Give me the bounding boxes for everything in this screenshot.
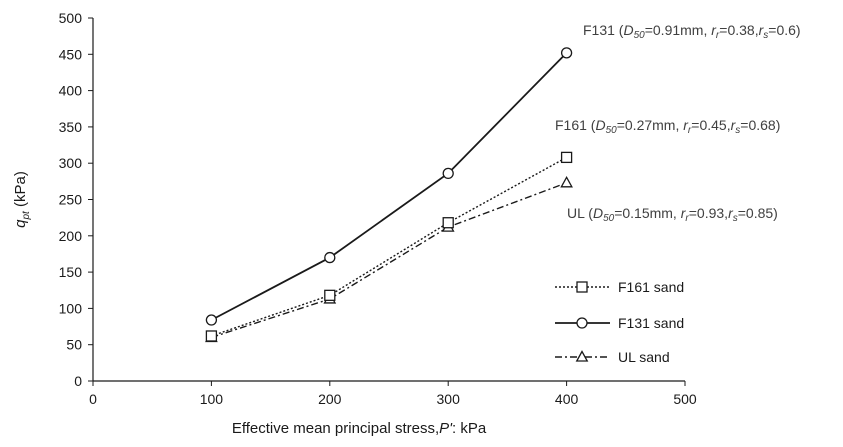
annot-ul-dsub: 50: [603, 213, 615, 224]
annot-ul-rr: r: [681, 205, 687, 221]
annot-f161-rr: r: [683, 117, 689, 133]
annot-f131-rr: r: [711, 22, 717, 38]
annot-f161-rrval: =0.45,: [691, 117, 730, 133]
y-axis-title-unit: (kPa): [12, 171, 29, 211]
series-line-f131: [210, 52, 568, 321]
legend-label-ul: UL sand: [618, 349, 670, 365]
data-point-f131: [205, 314, 218, 326]
x-axis-title-post: : kPa: [452, 420, 487, 437]
annot-f161-name: F161 (: [555, 117, 596, 133]
y-tick-label: 0: [74, 373, 82, 389]
legend-marker-f161: [576, 281, 588, 293]
data-point-f131: [324, 251, 336, 264]
annot-ul-dval: =0.15mm,: [614, 205, 681, 221]
legend: F161 sand F131 sand UL sand: [555, 279, 684, 365]
legend-marker-shape-ul: [575, 350, 589, 362]
y-tick-label: 150: [59, 264, 83, 280]
annot-f131-rrsub: r: [716, 30, 720, 41]
annot-ul-rssub: s: [733, 213, 738, 224]
legend-label-f131: F131 sand: [618, 315, 684, 331]
legend-item-ul: UL sand: [555, 349, 670, 365]
annot-f161-rssub: s: [735, 125, 740, 136]
annot-f131-dval: =0.91mm,: [645, 22, 712, 38]
data-point-f131: [442, 167, 454, 180]
y-tick-label: 200: [59, 228, 83, 244]
annot-ul-rsval: =0.85): [738, 205, 778, 221]
legend-label-f161: F161 sand: [618, 279, 684, 295]
data-point-f161: [560, 151, 573, 164]
annot-f161-rs: r: [731, 117, 737, 133]
axes: [88, 17, 686, 386]
data-point-f161: [442, 217, 454, 229]
annot-f131-rrval: =0.38,: [719, 22, 758, 38]
annot-f161-d: D: [595, 117, 605, 133]
annot-f131-rssub: s: [763, 30, 768, 41]
y-tick-label: 300: [59, 155, 83, 171]
x-tick-label: 500: [673, 391, 697, 407]
x-tick-label: 400: [555, 391, 579, 407]
annot-f161-dsub: 50: [606, 125, 618, 136]
legend-item-f131: F131 sand: [555, 315, 684, 331]
annotations: F131 (D50=0.91mm, rr=0.38,rs=0.6) F161 (…: [555, 22, 801, 224]
x-axis-title-pre: Effective mean principal stress,: [232, 420, 439, 437]
annot-f161-rsval: =0.68): [740, 117, 780, 133]
annotation-f131: F131 (D50=0.91mm, rr=0.38,rs=0.6): [583, 22, 801, 41]
data-point-f161: [324, 289, 336, 301]
x-tick-label: 200: [318, 391, 342, 407]
annot-ul-d: D: [593, 205, 603, 221]
y-tick-label: 350: [59, 119, 83, 135]
legend-marker-f131: [576, 317, 588, 329]
series-markers: [205, 47, 573, 343]
annot-ul-rs: r: [728, 205, 734, 221]
x-tick-label: 0: [89, 391, 97, 407]
x-tick-label: 300: [437, 391, 461, 407]
y-tick-labels: 0 50 100 150 200 250 300 350 400 450 500: [59, 10, 83, 389]
annot-ul-rrsub: r: [685, 213, 689, 224]
x-tick-labels: 0 100 200 300 400 500: [89, 391, 697, 407]
data-point-ul: [560, 175, 573, 188]
y-axis-title-sub: pt: [21, 210, 32, 221]
legend-item-f161: F161 sand: [555, 279, 684, 295]
legend-marker-ul: [575, 350, 589, 362]
y-tick-label: 500: [59, 10, 83, 26]
y-tick-label: 450: [59, 46, 83, 62]
data-point-f161: [205, 330, 218, 342]
annot-f131-rsval: =0.6): [768, 22, 800, 38]
x-axis-title-italic: P': [439, 420, 453, 437]
legend-marker-shape-f161: [576, 281, 588, 293]
y-axis-title-q: q: [12, 219, 29, 228]
annot-ul-name: UL (: [567, 205, 593, 221]
x-tick-label: 100: [200, 391, 224, 407]
annot-f131-rs: r: [759, 22, 765, 38]
data-point-f131: [560, 47, 573, 59]
y-tick-label: 400: [59, 83, 83, 99]
annot-ul-rrval: =0.93,: [689, 205, 728, 221]
series-line-f161: [211, 156, 567, 337]
annotation-ul: UL (D50=0.15mm, rr=0.93,rs=0.85): [567, 205, 778, 224]
x-axis-title: Effective mean principal stress,P': kPa: [232, 420, 487, 437]
legend-marker-shape-f131: [576, 317, 588, 329]
annot-f131-d: D: [623, 22, 633, 38]
annot-f161-dval: =0.27mm,: [617, 117, 684, 133]
series-lines: [210, 52, 568, 339]
series-line-ul: [211, 182, 567, 339]
annot-f131-name: F131 (: [583, 22, 624, 38]
y-tick-label: 50: [66, 337, 82, 353]
y-tick-label: 100: [59, 300, 83, 316]
y-axis-title: qpt (kPa): [12, 171, 32, 228]
annotation-f161: F161 (D50=0.27mm, rr=0.45,rs=0.68): [555, 117, 780, 136]
annot-f161-rrsub: r: [688, 125, 692, 136]
annot-f131-dsub: 50: [634, 30, 646, 41]
y-tick-label: 250: [59, 192, 83, 208]
